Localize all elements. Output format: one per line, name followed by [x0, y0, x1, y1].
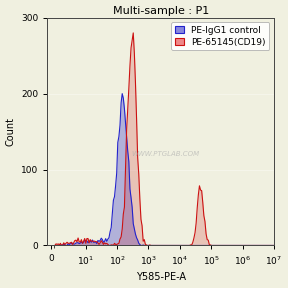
Legend: PE-IgG1 control, PE-65145(CD19): PE-IgG1 control, PE-65145(CD19): [171, 22, 269, 50]
Y-axis label: Count: Count: [5, 117, 16, 146]
Title: Multi-sample : P1: Multi-sample : P1: [113, 5, 209, 16]
Text: WWW.PTGLAB.COM: WWW.PTGLAB.COM: [131, 151, 199, 157]
X-axis label: Y585-PE-A: Y585-PE-A: [136, 272, 186, 283]
